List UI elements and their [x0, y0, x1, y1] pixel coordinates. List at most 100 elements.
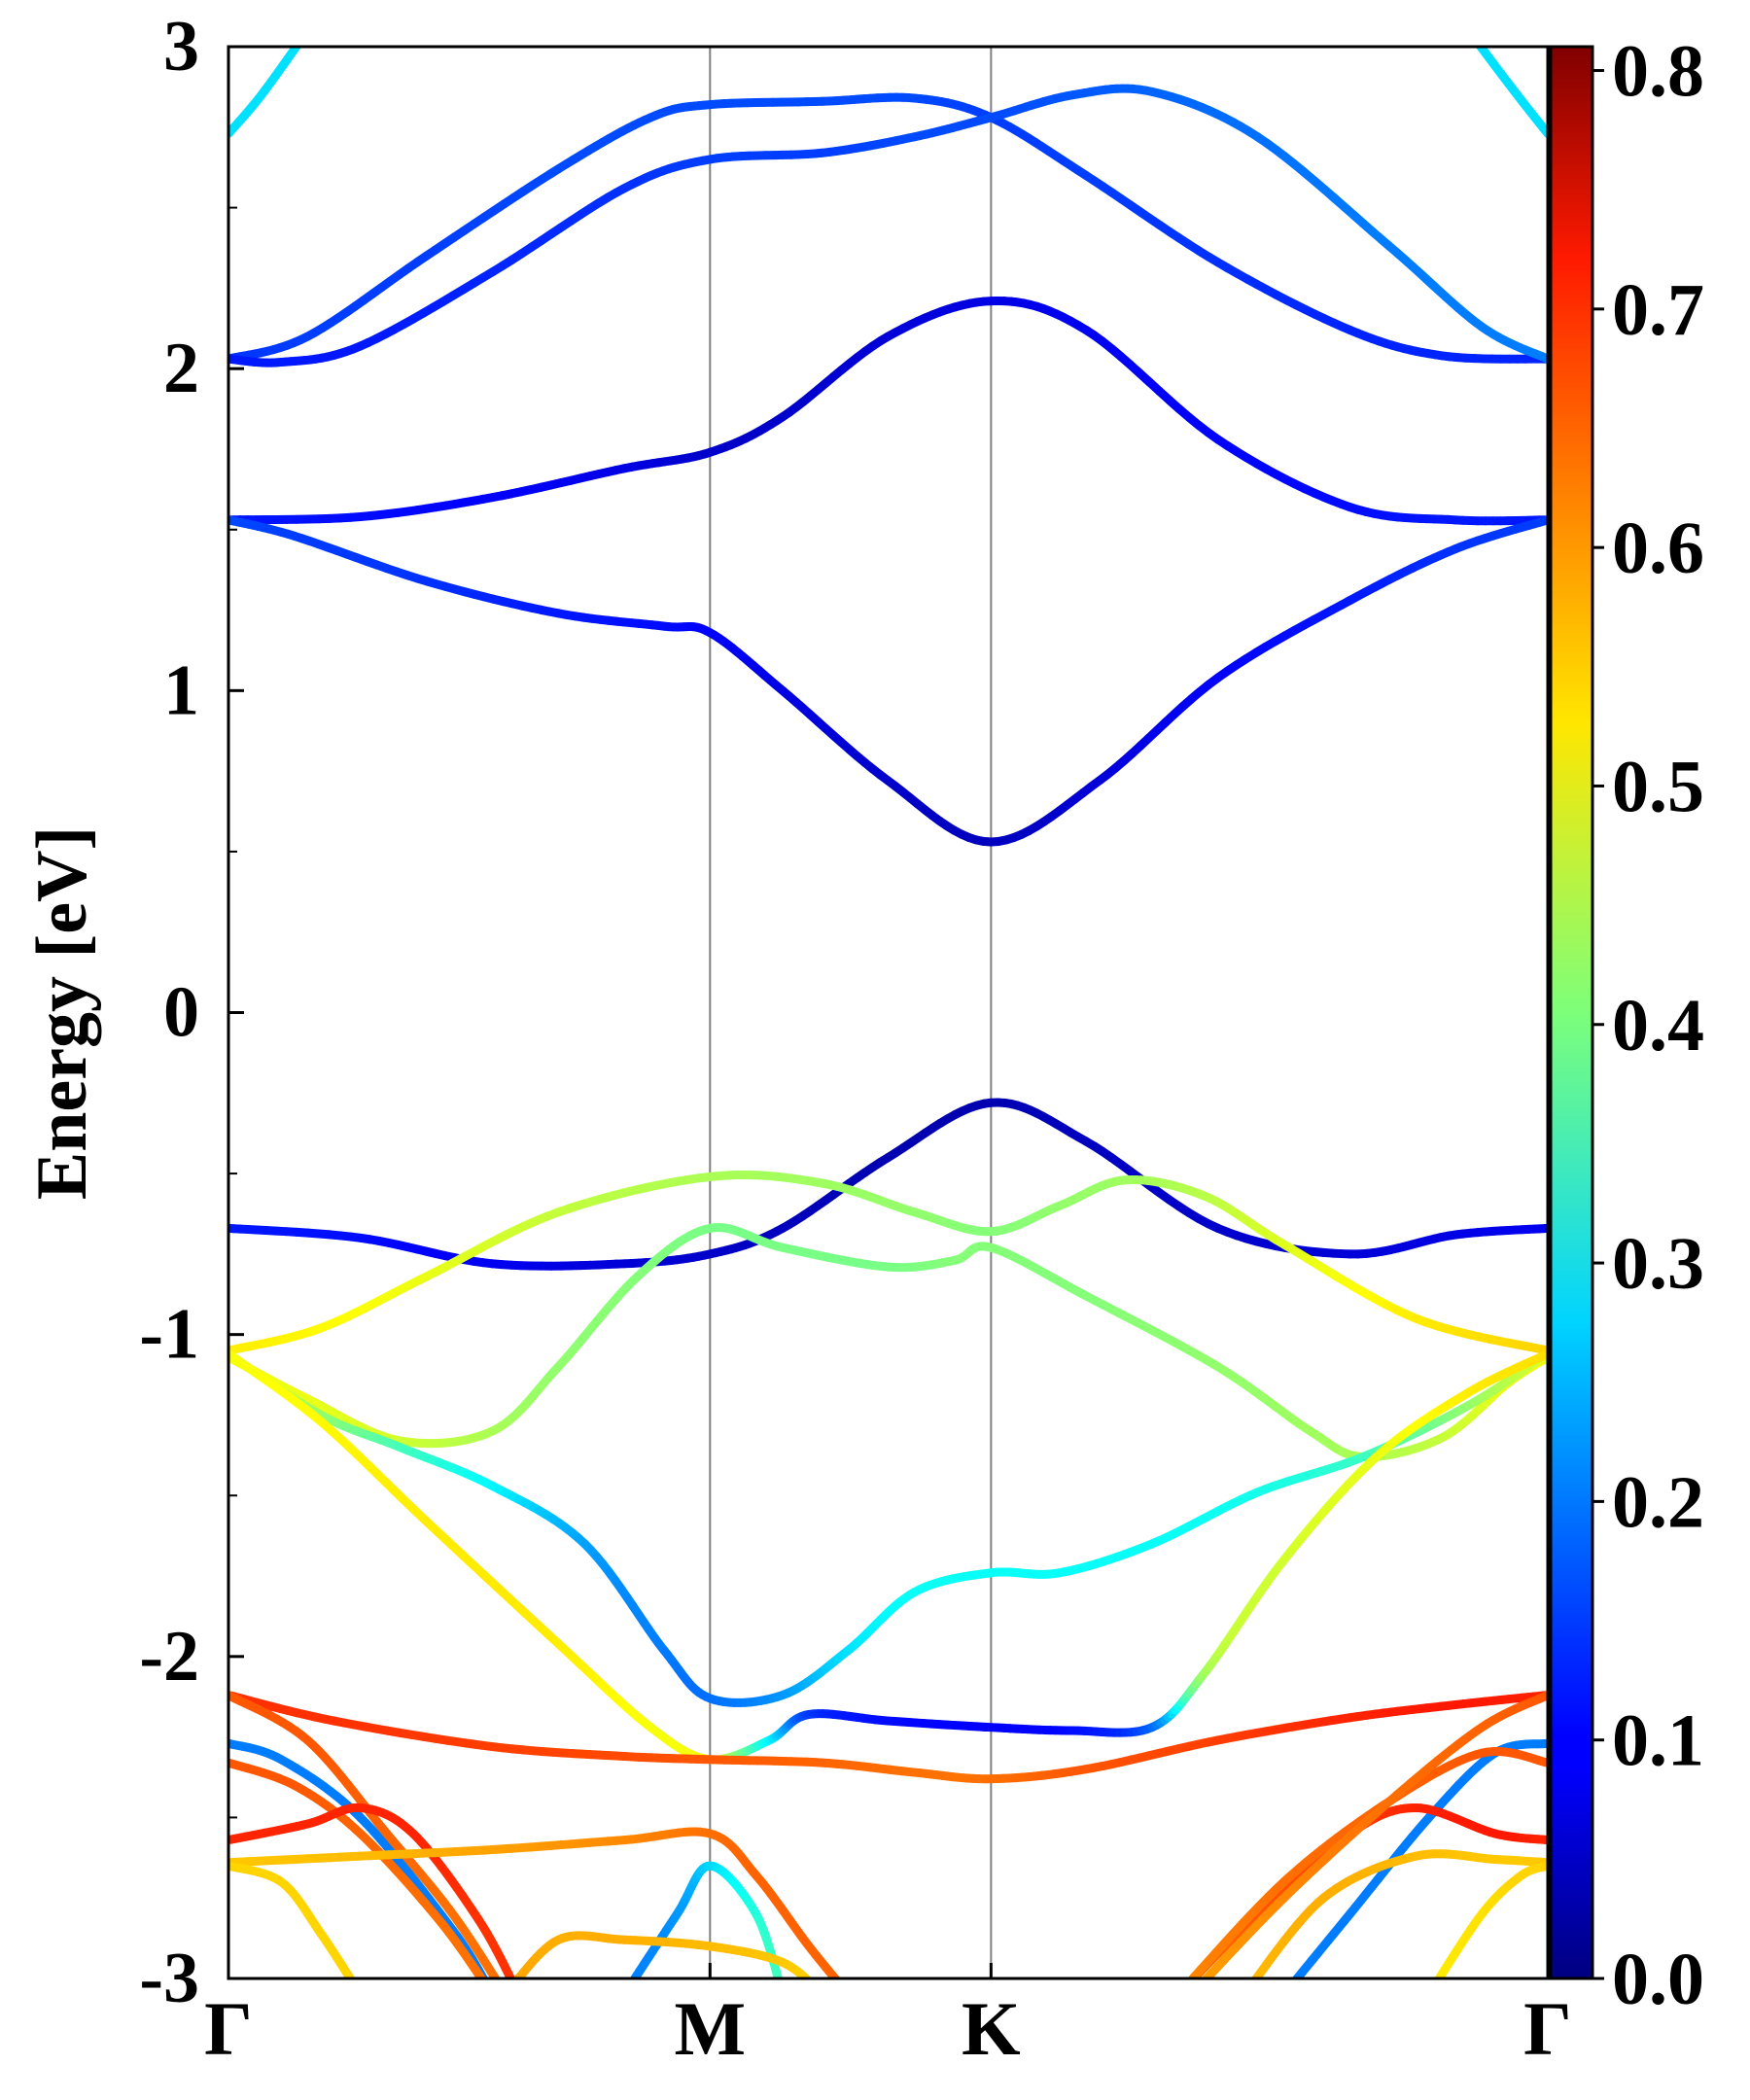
band-segment [847, 1993, 849, 1995]
band-segment [355, 1985, 357, 1989]
y-tick-label: 0 [163, 973, 199, 1053]
band-segment [506, 1992, 508, 1994]
y-tick-label: -1 [139, 1295, 199, 1375]
band-26 [1429, 1861, 1548, 1994]
x-tick-label: K [962, 1986, 1021, 2071]
band-segment [489, 1989, 491, 1992]
band-segment [490, 1991, 492, 1994]
y-tick-label: 1 [163, 650, 199, 730]
band-segment [517, 1991, 519, 1994]
band-segment [626, 1987, 629, 1991]
colorbar-tick-label: 0.6 [1612, 508, 1704, 589]
colorbar-tick-label: 0.4 [1612, 985, 1704, 1067]
band-segment [810, 1982, 813, 1985]
band-segment [300, 37, 303, 41]
colorbar-tick-label: 0.7 [1612, 269, 1704, 351]
band-segment [487, 1986, 489, 1989]
band-segment [1434, 1982, 1437, 1987]
band-8 [228, 1170, 1548, 1355]
band-segment [843, 1988, 845, 1991]
colorbar-tick-label: 0.2 [1612, 1461, 1704, 1543]
band-segment [513, 1984, 515, 1988]
band-segment [293, 47, 302, 50]
band-segment [508, 1989, 510, 1992]
colorbar-gradient [1549, 45, 1594, 1980]
band-segment [305, 30, 307, 33]
band-segment [845, 1990, 847, 1992]
band-segment [1290, 1983, 1294, 1988]
band-5 [228, 297, 1548, 526]
band-segment [815, 1987, 817, 1989]
band-segment [813, 1985, 815, 1988]
band-segment [819, 1991, 821, 1993]
colorbar-tick-label: 0.1 [1612, 1700, 1704, 1782]
band-segment [1471, 33, 1473, 36]
band-25 [1244, 1849, 1548, 1994]
plot-background [228, 47, 1548, 1978]
band-segment [359, 1992, 361, 1995]
x-tick-label: Γ [1523, 1986, 1572, 2071]
band-segment [1473, 36, 1476, 40]
band-segment [1429, 1991, 1431, 1994]
band-segment [501, 1987, 504, 1991]
band-11 [228, 1349, 1548, 1765]
band-segment [485, 1984, 488, 1988]
band-segment [624, 1991, 626, 1994]
x-tick-label: Γ [204, 1986, 253, 2071]
band-segment [1250, 1975, 1261, 1978]
band-segment [834, 1977, 841, 1978]
band-segment [1431, 1987, 1434, 1991]
band-segment [510, 1985, 513, 1989]
band-segment [821, 1993, 822, 1994]
band-4 [228, 84, 1548, 368]
axes: -3 -2 -1 0 1 2 3 Γ M K Γ [139, 7, 1571, 2071]
band-20 [624, 1861, 783, 1994]
band-segment [491, 1992, 493, 1995]
band-17 [228, 1802, 519, 1994]
band-segment [504, 1991, 506, 1994]
band-6 [228, 515, 1548, 847]
band-segment [1244, 1990, 1247, 1994]
band-segment [841, 1985, 843, 1988]
y-tick-label: 2 [163, 329, 199, 408]
band-segment [512, 1977, 520, 1978]
x-tick-label: M [674, 1986, 746, 2071]
band-24 [1192, 1691, 1548, 1995]
band-segment [1469, 30, 1471, 33]
band-segment [1178, 1991, 1181, 1994]
colorbar: 0.0 0.1 0.2 0.3 0.4 0.5 0.6 0.7 0.8 [1549, 31, 1704, 2020]
y-tick-label: -2 [139, 1617, 199, 1697]
band-segment [515, 1988, 517, 1992]
band-segment [1201, 1976, 1209, 1978]
band-segment [348, 1977, 356, 1978]
band-segment [1192, 1991, 1196, 1995]
band-segment [1195, 1986, 1200, 1991]
band-7 [228, 1098, 1548, 1271]
band-segment [357, 1989, 359, 1992]
band-segment [782, 1991, 783, 1994]
band-segment [1475, 47, 1483, 49]
band-lines [228, 30, 1548, 1995]
band-3 [228, 92, 1548, 364]
y-tick-label: 3 [163, 7, 199, 87]
y-axis-label: Energy [eV] [22, 826, 102, 1200]
plot-area [228, 47, 1548, 1978]
band-segment [1185, 1982, 1190, 1987]
band-segment [488, 1988, 491, 1992]
band-21 [506, 1931, 822, 1994]
colorbar-tick-label: 0.5 [1612, 746, 1704, 827]
band-segment [1247, 1985, 1251, 1990]
y-tick-label: -3 [139, 1939, 199, 2018]
band-segment [485, 1982, 487, 1986]
band-segment [303, 33, 305, 36]
band-segment [817, 1989, 819, 1991]
colorbar-tick-label: 0.8 [1612, 31, 1704, 113]
band-segment [781, 1987, 782, 1991]
band-15 [228, 1758, 492, 1994]
band-segment [629, 1982, 632, 1987]
band-segment [1181, 1987, 1185, 1991]
colorbar-tick-label: 0.3 [1612, 1223, 1704, 1305]
band-segment [1182, 1984, 1187, 1990]
band-segment [1178, 1990, 1182, 1995]
